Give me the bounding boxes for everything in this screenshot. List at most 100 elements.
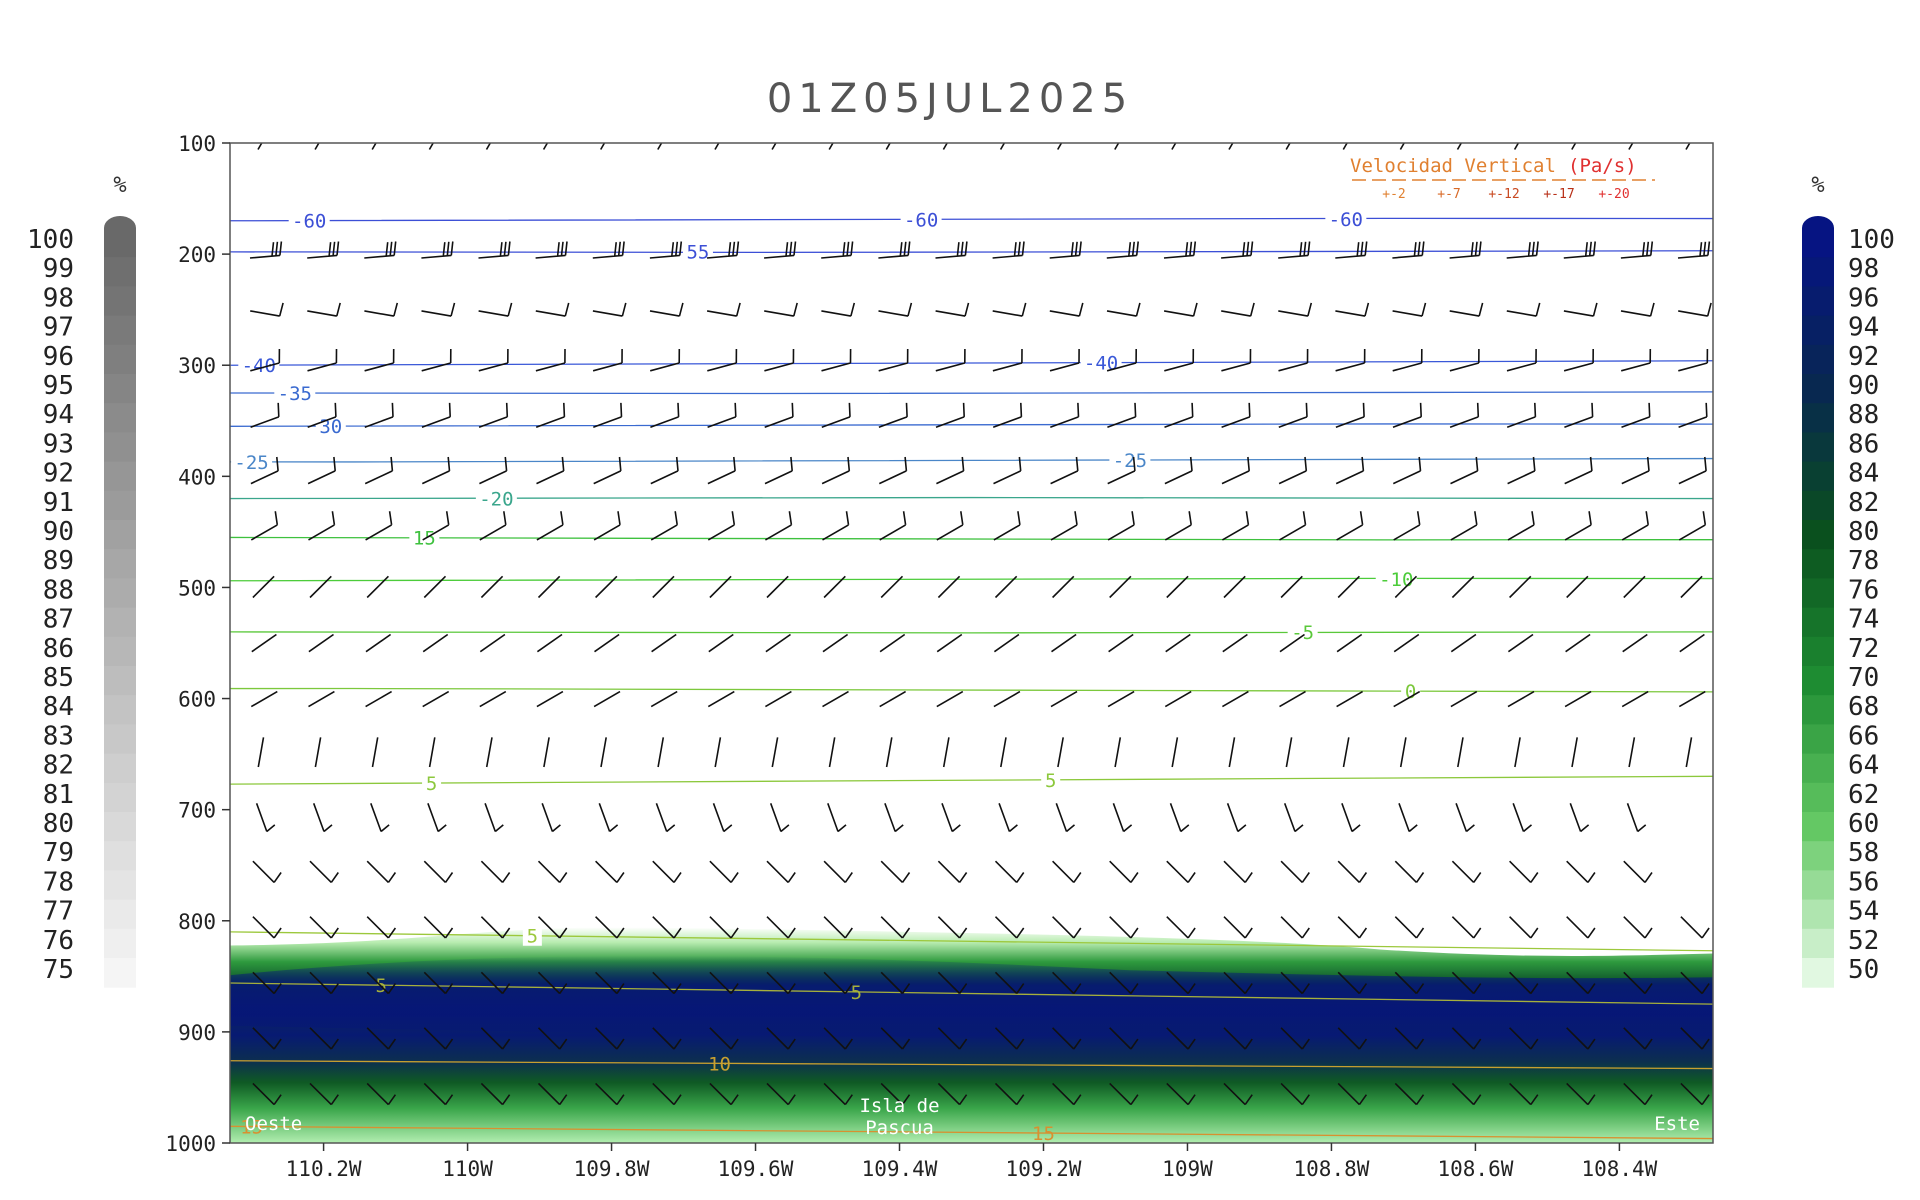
wind-barb [1564,402,1594,428]
wind-barb [992,241,1025,259]
wind-barb [1507,511,1535,541]
legend-right-label: 74 [1848,605,1879,635]
wind-barb [1223,916,1253,939]
contour-line [230,496,1713,500]
wind-barb [1566,1027,1596,1050]
wind-barb [480,860,511,883]
legend-right-swatch [1802,315,1834,346]
legend-left-label: 97 [43,313,74,343]
legend-left-swatch [104,870,136,901]
contour-label-bg [231,451,273,472]
wind-barb [537,971,568,995]
wind-barb [1563,348,1594,372]
wind-barb [994,916,1025,939]
wind-barb [1164,456,1193,485]
contour-line [230,391,1713,395]
wind-barb [652,860,682,883]
legend-right-label: 82 [1848,488,1879,518]
wind-barb [252,1027,282,1050]
contour-label: -40 [1084,353,1118,375]
wind-barb [593,456,622,485]
wind-barb [649,302,684,317]
wind-barb [1165,633,1191,653]
wind-barb [1342,737,1350,768]
wind-barb [1336,633,1363,653]
wind-barb [249,241,283,259]
wind-barb [936,690,964,708]
legend-left-label: 88 [43,575,74,605]
wind-barb [1226,803,1247,833]
wind-barb [764,241,797,259]
y-tick-label: 700 [178,799,216,823]
legend-right-swatch [1802,374,1834,404]
wind-barb [1285,143,1291,150]
wind-barb [1337,971,1368,995]
wind-barb [823,916,853,939]
wind-barb [998,803,1018,833]
wind-barb [1623,575,1646,599]
wind-barb [650,402,680,428]
wind-barb [308,633,334,653]
vv-legend-entry: +-20 [1598,187,1629,202]
legend-left-swatch [104,782,136,813]
wind-barb [479,456,508,485]
wind-barb [1564,456,1593,485]
wind-barb [541,803,561,833]
wind-barb [765,511,793,541]
wind-barb [1394,860,1425,883]
wind-barb [822,511,850,541]
wind-barb [312,803,333,833]
y-tick-label: 500 [178,576,216,600]
wind-barb [1285,737,1293,768]
wind-barb [423,971,454,995]
wind-barb [595,1027,625,1050]
wind-barb [764,402,794,428]
wind-barb [478,348,509,372]
wind-barb [1166,916,1196,939]
legend-right-label: 64 [1848,751,1879,781]
wind-barb [423,1082,454,1106]
wind-barb [1450,633,1477,653]
contour-label: 5 [851,982,862,1004]
contour-label-bg [288,210,330,231]
wind-barb [1107,402,1137,428]
wind-barb [428,737,436,768]
wind-barb [1398,803,1418,833]
wind-barb [706,241,740,259]
wind-barb [1280,971,1310,995]
legend-left-label: 87 [43,605,74,635]
wind-barb [480,971,511,995]
contour-label: 15 [1032,1123,1055,1145]
wind-barb [1394,916,1425,939]
legend-left-swatch [104,666,136,696]
contour-label: 10 [708,1053,731,1075]
wind-barb [480,1082,511,1106]
wind-barb [1114,143,1120,150]
wind-barb [1451,575,1475,599]
legend-right-label: 92 [1848,342,1879,372]
wind-barb [652,1082,682,1106]
legend-right-swatch [1802,695,1834,725]
wind-barb [421,456,451,485]
wind-barb [537,575,561,599]
wind-barb [1449,302,1484,317]
x-tick-label: 109.2W [1006,1157,1082,1181]
legend-left-swatch [104,374,136,404]
wind-barb [1222,690,1249,708]
wind-barb [1278,302,1313,317]
legend-right-label: 72 [1848,634,1879,664]
wind-barb [250,456,279,485]
wind-barb [1623,971,1653,995]
wind-barb [365,511,393,541]
wind-barb [1507,633,1534,653]
wind-barb [364,456,394,485]
wind-barb [1509,860,1539,883]
wind-barb [1280,916,1310,939]
wind-barb [766,575,789,599]
wind-barb [712,803,733,833]
wind-barb [309,1027,339,1050]
wind-barb [1620,302,1655,317]
contour-label: -10 [1379,569,1413,591]
wind-barb [1166,1027,1196,1050]
wind-barb [1680,575,1703,599]
